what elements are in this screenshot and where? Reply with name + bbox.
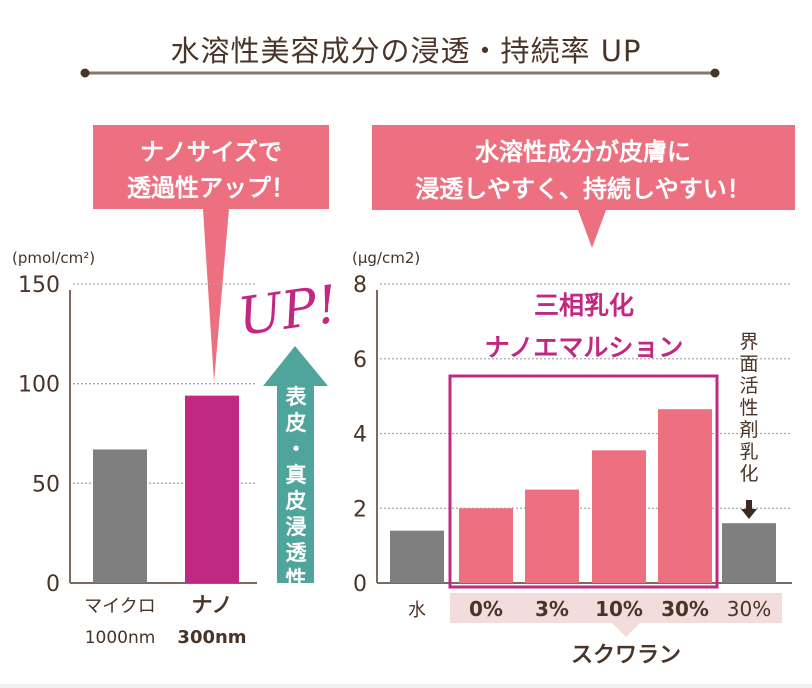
right-bar-1: [459, 508, 513, 583]
arrow-label-char: 皮: [286, 489, 307, 513]
right-callout-line1: 水溶性成分が皮膚に: [475, 138, 691, 166]
right-bar-3: [592, 450, 646, 583]
right-bar-5: [722, 523, 776, 583]
left-callout-line1: ナノサイズで: [140, 138, 282, 166]
left-x-label-nano: ナノ: [192, 593, 233, 617]
right-y-tick-label: 6: [353, 348, 367, 373]
page-title: 水溶性美容成分の浸透・持続率 UP: [170, 34, 642, 68]
left-y-axis-unit: (pmol/cm²): [12, 249, 95, 267]
surfactant-label-char: 性: [739, 397, 758, 419]
right-x-label-2: 3%: [535, 597, 569, 621]
right-callout-box: [372, 125, 795, 210]
surfactant-label-char: 界: [739, 331, 758, 353]
title-rule-dot-right: [710, 68, 720, 78]
left-y-tick-label: 0: [46, 572, 60, 597]
right-x-label-1: 0%: [469, 597, 503, 621]
right-bar-4: [658, 409, 712, 583]
right-y-axis-unit: (μg/cm2): [352, 249, 420, 267]
left-x-label-micro: マイクロ: [84, 596, 156, 617]
right-x-label-0: 水: [408, 600, 426, 621]
right-x-label-4: 30%: [661, 597, 709, 621]
bottom-divider: [0, 684, 812, 688]
arrow-label-char: 皮: [286, 411, 307, 435]
left-y-tick-label: 100: [18, 373, 60, 398]
arrow-label-char: 表: [286, 385, 308, 409]
squalane-band-pointer: [612, 623, 640, 637]
right-callout-pointer: [578, 210, 606, 248]
penetration-arrow-icon: [263, 346, 328, 583]
arrow-label-char: 真: [286, 463, 307, 487]
box-label-line1: 三相乳化: [534, 291, 634, 320]
right-bar-2: [525, 489, 579, 583]
arrow-label-char: 浸: [286, 515, 307, 539]
down-arrow-icon: [741, 500, 757, 519]
right-y-tick-label: 2: [353, 497, 367, 522]
arrow-label-char: 性: [286, 567, 307, 591]
up-exclamation-mark: UP!: [234, 275, 341, 348]
left-bar-1: [185, 395, 239, 583]
right-x-label-3: 10%: [595, 597, 643, 621]
right-bar-0: [390, 530, 444, 583]
surfactant-label-char: 活: [739, 375, 758, 397]
right-x-label-5: 30%: [727, 597, 771, 621]
left-x-label-300nm: 300nm: [177, 627, 246, 648]
squalane-label: スクワラン: [571, 643, 681, 668]
right-y-tick-label: 8: [353, 273, 367, 298]
surfactant-label-char: 乳: [739, 441, 758, 463]
right-y-tick-label: 4: [353, 423, 367, 448]
surfactant-label-char: 化: [739, 463, 758, 485]
surfactant-label-char: 剤: [739, 419, 758, 441]
right-y-tick-label: 0: [353, 572, 367, 597]
arrow-label-char: 透: [286, 541, 308, 565]
left-y-tick-label: 50: [32, 472, 60, 497]
left-y-tick-label: 150: [18, 273, 60, 298]
left-bar-0: [93, 449, 147, 583]
left-callout-pointer: [203, 209, 229, 382]
left-callout-line2: 透過性アップ！: [127, 174, 295, 202]
surfactant-label-char: 面: [739, 353, 758, 375]
nanoemulsion-highlight-box: [448, 374, 719, 589]
left-x-label-1000nm: 1000nm: [85, 628, 156, 648]
arrow-label-char: ・: [286, 437, 307, 461]
right-callout-line2: 浸透しやすく、持続しやすい！: [415, 175, 751, 203]
box-label-line2: ナノエマルション: [485, 333, 684, 362]
title-rule-dot-left: [80, 68, 90, 78]
squalane-label-band: [450, 593, 782, 623]
left-callout-box: [93, 125, 329, 209]
